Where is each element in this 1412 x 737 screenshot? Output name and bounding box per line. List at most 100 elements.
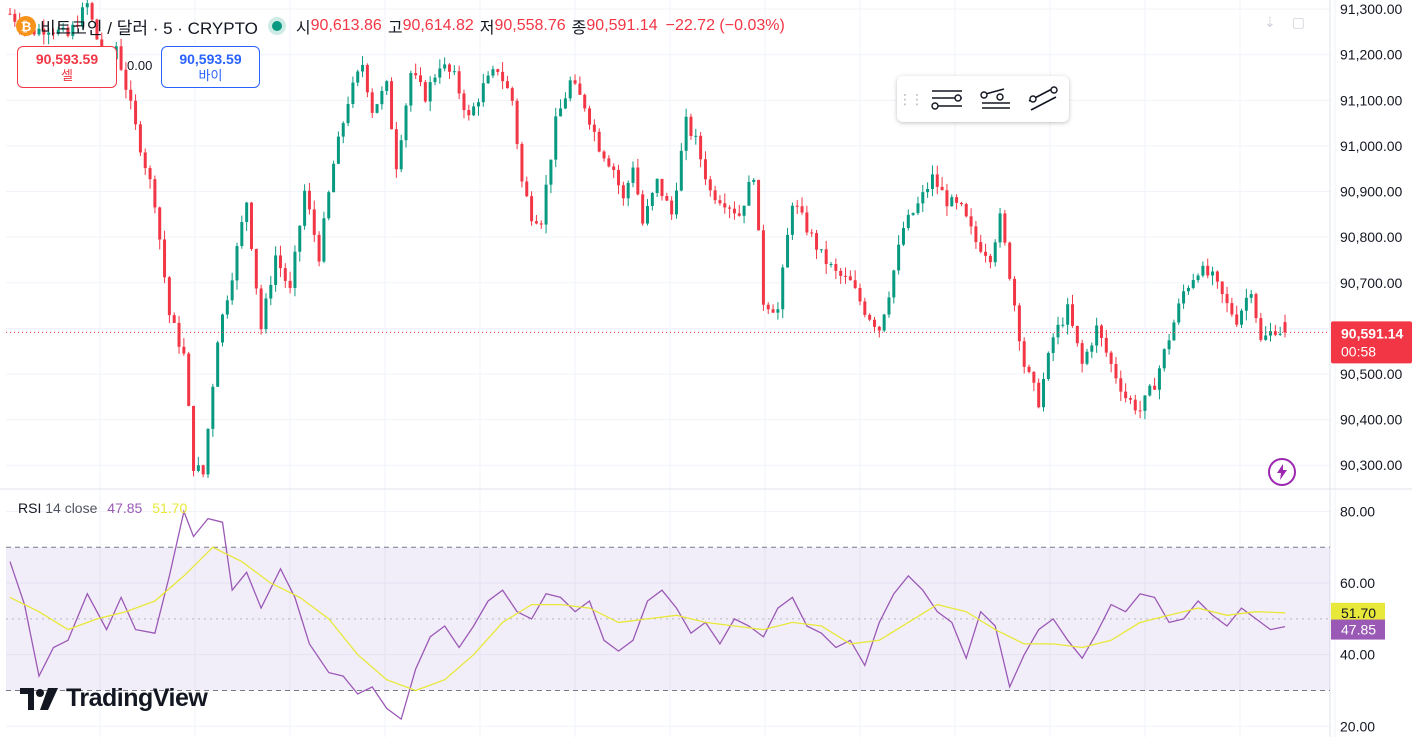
change-value: −22.72 (−0.03%)	[665, 17, 785, 34]
rsi-ma-tag-value: 51.70	[1341, 605, 1376, 621]
candle-up	[1167, 340, 1171, 350]
candle-down	[945, 190, 949, 207]
parallel-channel-icon[interactable]	[1019, 76, 1067, 122]
tradingview-logo-text: TradingView	[66, 684, 208, 712]
candle-down	[815, 233, 819, 250]
candle-down	[1259, 318, 1263, 340]
candle-up	[443, 64, 447, 69]
candle-up	[196, 465, 200, 471]
candle-up	[897, 244, 901, 271]
rsi-tick-label: 20.00	[1340, 718, 1375, 734]
candle-up	[1085, 351, 1089, 364]
candle-down	[515, 100, 519, 144]
candle-up	[926, 188, 930, 193]
candle-up	[1157, 368, 1161, 390]
candle-down	[13, 13, 17, 22]
candle-up	[221, 314, 224, 343]
candle-up	[887, 297, 891, 315]
candle-up	[56, 29, 60, 34]
candle-up	[916, 203, 920, 214]
candle-down	[597, 131, 601, 152]
candle-down	[737, 213, 741, 216]
rsi-tick-label: 80.00	[1340, 503, 1375, 519]
rsi-legend[interactable]: RSI 14 close 47.85 51.70	[18, 500, 187, 516]
drag-handle-icon[interactable]: ⋮⋮	[898, 90, 924, 107]
market-open-icon	[271, 21, 282, 31]
candle-up	[563, 98, 567, 109]
trend-lines-icon[interactable]	[971, 76, 1019, 122]
horizontal-lines-icon[interactable]	[923, 76, 971, 122]
download-icon[interactable]: ⇣	[1264, 14, 1276, 30]
candle-up	[549, 159, 553, 185]
candle-down	[810, 232, 814, 234]
close-value: 90,591.14	[586, 17, 658, 34]
candle-up	[1240, 310, 1244, 325]
candle-up	[1148, 385, 1152, 396]
candle-down	[76, 24, 80, 27]
price-tick-label: 90,500.00	[1340, 366, 1402, 382]
candle-down	[689, 116, 693, 136]
candle-up	[544, 184, 548, 225]
candle-down	[988, 255, 992, 263]
candle-down	[138, 124, 142, 153]
candle-down	[192, 405, 196, 471]
rsi-tick-label: 40.00	[1340, 647, 1375, 663]
candle-up	[921, 192, 925, 204]
buy-button[interactable]: 90,593.59 바이	[161, 46, 260, 88]
price-tick-label: 90,300.00	[1340, 457, 1402, 473]
rsi-ma-line	[9, 546, 1286, 692]
candle-down	[370, 92, 374, 113]
candle-down	[1037, 382, 1041, 408]
candle-up	[742, 205, 746, 216]
candle-down	[848, 276, 852, 281]
candle-up	[786, 234, 790, 268]
candle-down	[66, 27, 70, 36]
candle-up	[679, 150, 683, 191]
candle-down	[723, 203, 727, 208]
tradingview-logo-icon	[20, 687, 58, 710]
candle-up	[694, 135, 698, 137]
candle-up	[245, 202, 249, 223]
candle-down	[278, 255, 282, 269]
candle-down	[172, 315, 176, 323]
symbol-legend: ₿ 비트코인 / 달러 · 5 · CRYPTO 시 90,613.86 고 9…	[16, 12, 785, 40]
candle-down	[1003, 213, 1007, 243]
candle-up	[274, 255, 278, 285]
candle-up	[559, 108, 563, 117]
candle-up	[481, 83, 485, 103]
bar-countdown: 00:58	[1341, 343, 1376, 359]
candle-up	[225, 300, 229, 315]
candle-up	[998, 213, 1002, 243]
fullscreen-icon[interactable]: ▢	[1291, 14, 1305, 30]
price-tick-label: 90,700.00	[1340, 275, 1402, 291]
rsi-ma-tag	[1331, 602, 1385, 623]
candle-down	[757, 179, 761, 231]
candle-up	[264, 298, 268, 330]
candle-up	[322, 218, 326, 262]
candle-down	[1080, 343, 1084, 364]
candle-down	[249, 202, 253, 249]
candle-down	[312, 209, 316, 235]
candle-down	[447, 64, 451, 72]
candle-down	[858, 287, 862, 302]
close-label: 종	[571, 20, 587, 37]
candle-down	[979, 242, 983, 252]
candle-up	[472, 106, 476, 116]
high-value: 90,614.82	[402, 17, 474, 34]
tradingview-logo[interactable]: TradingView	[20, 684, 208, 713]
candle-down	[1104, 337, 1108, 353]
sell-button[interactable]: 90,593.59 셀	[17, 46, 117, 88]
candle-down	[539, 223, 543, 225]
candle-down	[713, 190, 717, 201]
candle-down	[177, 322, 181, 347]
symbol-title[interactable]: 비트코인 / 달러 · 5 · CRYPTO	[40, 18, 258, 38]
candle-down	[534, 221, 538, 224]
candle-up	[71, 24, 75, 36]
candle-up	[216, 342, 220, 387]
candle-down	[95, 19, 99, 40]
candle-up	[1056, 324, 1060, 338]
lightning-icon[interactable]	[1268, 458, 1296, 486]
candle-down	[660, 178, 664, 197]
